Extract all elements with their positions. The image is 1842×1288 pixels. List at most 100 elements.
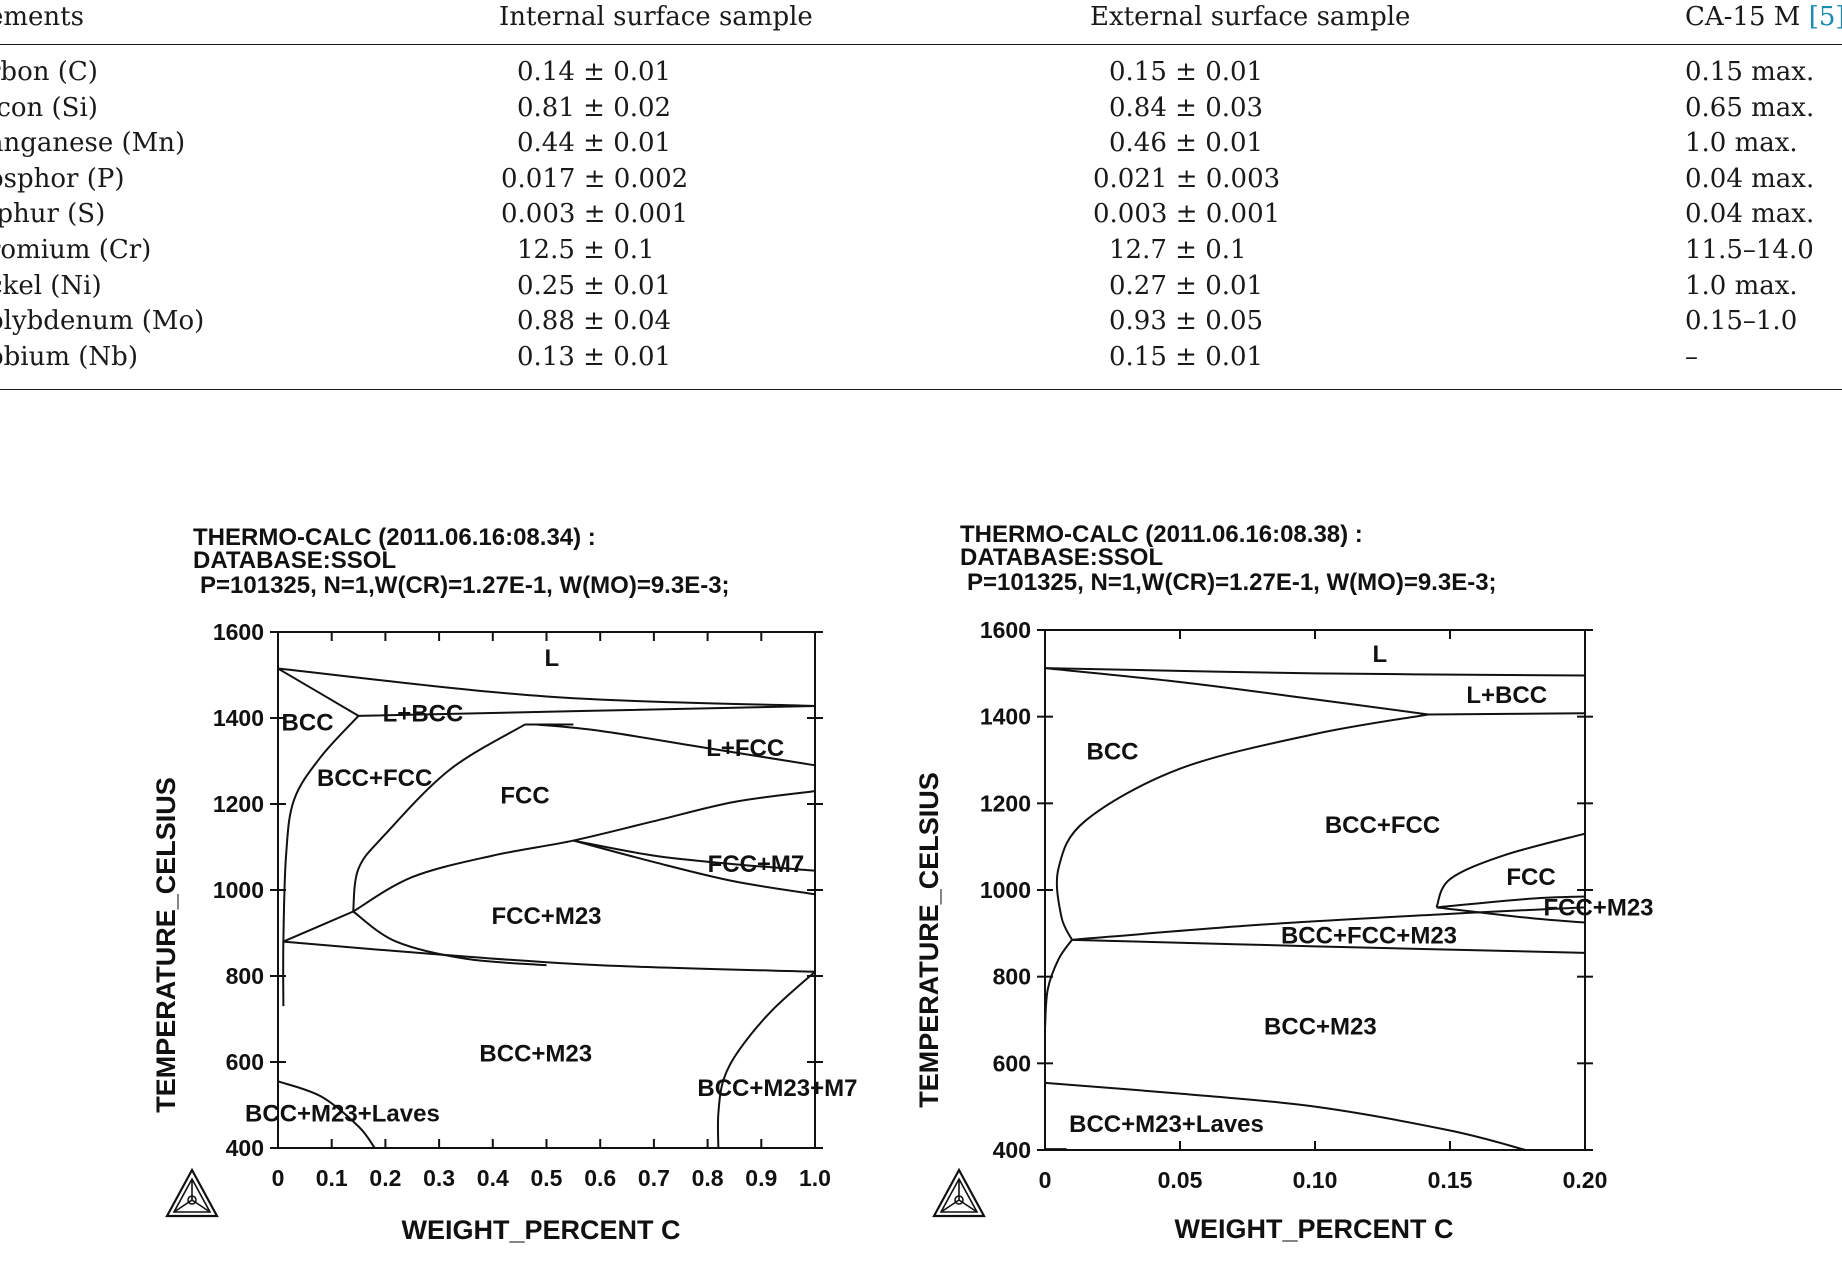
- y-tick-label: 1000: [980, 877, 1031, 903]
- header-internal: Internal surface sample: [499, 2, 813, 32]
- phase-boundary: [716, 970, 816, 1149]
- x-tick-label: 0.5: [531, 1165, 563, 1191]
- x-tick-label: 0.4: [477, 1165, 509, 1191]
- phase-boundary: [277, 1080, 376, 1149]
- x-tick-label: 0.10: [1293, 1167, 1338, 1193]
- phase-region-label: L: [545, 645, 560, 672]
- phase-region-label: BCC+M23+Laves: [245, 1101, 440, 1128]
- phase-region-label: BCC+M23: [1264, 1014, 1377, 1041]
- phase-boundary: [1071, 906, 1586, 941]
- x-tick-label: 0.1: [316, 1165, 348, 1191]
- x-tick-label: 0.15: [1428, 1167, 1473, 1193]
- table-cell: 0.15 ± 0.01: [1109, 341, 1264, 372]
- phase-region-label: L: [1372, 641, 1387, 668]
- x-tick-label: 0.8: [692, 1165, 724, 1191]
- phase-boundary: [358, 704, 816, 717]
- table-cell: 0.017 ± 0.002: [501, 163, 689, 194]
- table-cell: 0.44 ± 0.01: [517, 128, 672, 159]
- y-tick-label: 400: [993, 1137, 1031, 1163]
- phase-region-label: L+FCC: [706, 735, 784, 762]
- phase-region-label: BCC+M23+Laves: [1069, 1111, 1264, 1138]
- table-cell: 0.003 ± 0.001: [1093, 199, 1281, 230]
- phase-region-label: L+BCC: [383, 701, 464, 728]
- diagram-header-line: THERMO-CALC (2011.06.16:08.34) :: [193, 524, 596, 551]
- x-tick-label: 0: [272, 1165, 285, 1191]
- table-cell: 0.13 ± 0.01: [517, 341, 672, 372]
- y-tick-label: 1200: [213, 791, 264, 817]
- x-tick-label: 0: [1039, 1167, 1052, 1193]
- x-tick-label: 0.20: [1563, 1167, 1608, 1193]
- table-cell: 0.04 max.: [1685, 163, 1815, 194]
- x-tick-label: 0.2: [369, 1165, 401, 1191]
- table-cell: obium (Nb): [0, 341, 138, 372]
- phase-boundary: [1055, 713, 1429, 941]
- y-tick-label: 600: [993, 1050, 1031, 1076]
- y-axis-title: TEMPERATURE_CELSIUS: [151, 777, 181, 1113]
- phase-region-label: BCC+FCC: [317, 765, 432, 792]
- phase-boundary: [1436, 895, 1586, 909]
- table-cell: 0.46 ± 0.01: [1109, 128, 1264, 159]
- table-bottom-rule: [0, 389, 1842, 390]
- y-tick-label: 1600: [980, 617, 1031, 643]
- table-cell: 0.93 ± 0.05: [1109, 306, 1264, 337]
- table-cell: 1.0 max.: [1685, 270, 1798, 301]
- table-cell: ckel (Ni): [0, 270, 102, 301]
- phase-diagram-left-svg: THERMO-CALC (2011.06.16:08.34) : DATABAS…: [151, 524, 857, 1245]
- phase-diagram-left: THERMO-CALC (2011.06.16:08.34) : DATABAS…: [145, 520, 925, 1260]
- table-cell: olybdenum (Mo): [0, 306, 205, 337]
- phase-boundary: [1436, 906, 1586, 924]
- diagram-header-line: P=101325, N=1,W(CR)=1.27E-1, W(MO)=9.3E-…: [200, 572, 730, 599]
- phase-boundary: [352, 723, 526, 912]
- y-tick-label: 1000: [213, 877, 264, 903]
- table-cell: 0.81 ± 0.02: [517, 92, 672, 123]
- table-cell: 11.5–14.0: [1685, 235, 1814, 265]
- phase-boundary: [573, 839, 816, 896]
- reference-link[interactable]: [5]: [1808, 2, 1842, 32]
- phase-region-label: FCC: [500, 782, 549, 809]
- phase-boundary: [1044, 1081, 1526, 1151]
- plot-frame: [277, 631, 816, 1149]
- header-elements: ements: [0, 2, 84, 32]
- table-cell: rbon (C): [0, 57, 98, 87]
- phase-boundary: [277, 667, 816, 707]
- phase-boundary: [535, 723, 816, 767]
- table-cell: 12.5 ± 0.1: [517, 235, 655, 265]
- table-cell: 0.14 ± 0.01: [517, 57, 672, 87]
- phase-region-label: BCC+FCC: [1325, 812, 1440, 839]
- y-tick-label: 800: [993, 964, 1031, 990]
- table-cell: lphur (S): [0, 199, 106, 230]
- x-tick-label: 0.05: [1158, 1167, 1203, 1193]
- composition-table: ements Internal surface sample External …: [0, 0, 1842, 390]
- table-cell: 0.003 ± 0.001: [501, 199, 689, 230]
- diagram-header-line: DATABASE:SSOL: [960, 544, 1163, 571]
- phase-boundary: [352, 910, 547, 967]
- phase-boundary: [1044, 939, 1073, 1029]
- phase-region-label: FCC+M23: [491, 903, 601, 930]
- phase-region-label: FCC+M23: [1543, 894, 1653, 921]
- x-tick-label: 0.3: [423, 1165, 455, 1191]
- phase-boundary: [282, 715, 360, 1007]
- phase-boundary: [282, 910, 354, 943]
- table-cell: 1.0 max.: [1685, 128, 1798, 159]
- phase-boundary: [1428, 712, 1586, 716]
- table-cell: 0.65 max.: [1685, 92, 1815, 123]
- phase-boundary: [1435, 832, 1586, 908]
- phase-region-label: FCC+M7: [708, 851, 805, 878]
- table-cell: 0.04 max.: [1685, 199, 1815, 230]
- phase-diagram-right-svg: THERMO-CALC (2011.06.16:08.38) : DATABAS…: [914, 521, 1654, 1244]
- phase-boundary: [573, 839, 816, 872]
- phase-boundary: [1044, 667, 1586, 677]
- y-tick-label: 600: [226, 1049, 264, 1075]
- table-cell: 0.15 ± 0.01: [1109, 57, 1264, 87]
- diagram-header-line: DATABASE:SSOL: [193, 547, 396, 574]
- x-tick-label: 0.6: [584, 1165, 616, 1191]
- x-axis-title: WEIGHT_PERCENT C: [1174, 1214, 1453, 1244]
- diagram-header-line: P=101325, N=1,W(CR)=1.27E-1, W(MO)=9.3E-…: [967, 569, 1497, 596]
- phase-boundary: [283, 940, 816, 973]
- table-cell: icon (Si): [0, 92, 98, 123]
- table-cell: 0.15–1.0: [1685, 306, 1798, 337]
- thermo-calc-logo-icon: [932, 1167, 986, 1218]
- x-tick-label: 1.0: [799, 1165, 831, 1191]
- x-tick-label: 0.7: [638, 1165, 670, 1191]
- x-axis-title: WEIGHT_PERCENT C: [401, 1215, 680, 1245]
